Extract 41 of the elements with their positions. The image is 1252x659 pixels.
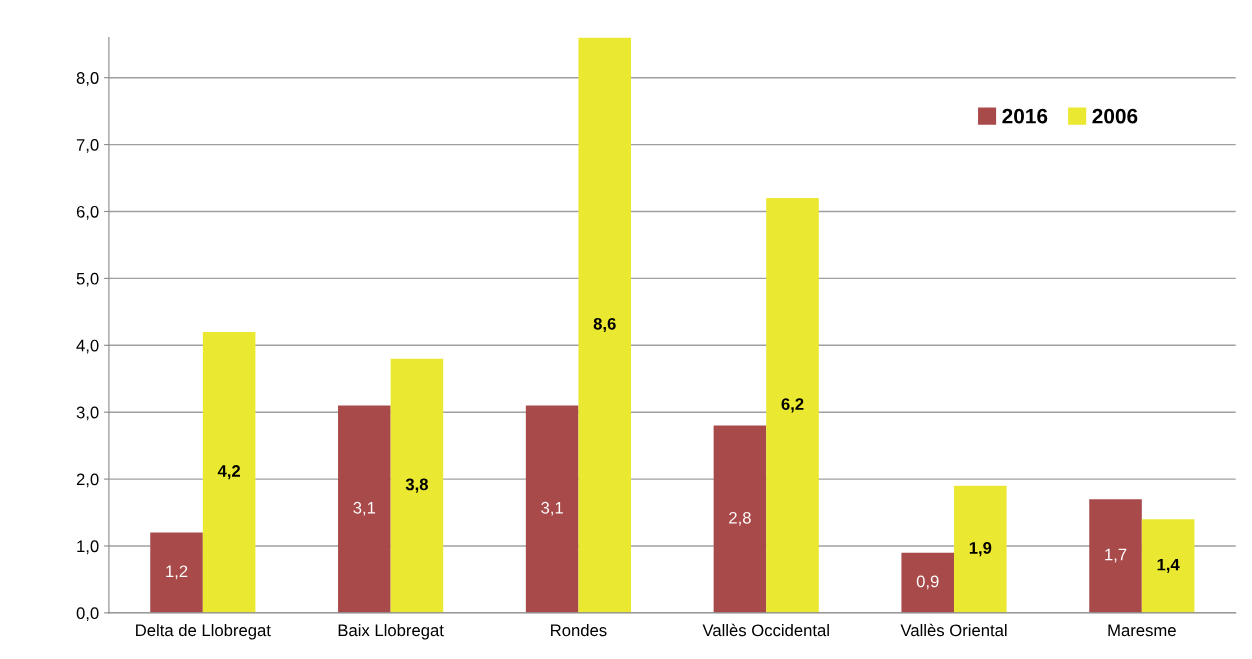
data-label: 3,1 <box>353 501 376 516</box>
data-label: 3,8 <box>405 478 428 493</box>
bar <box>338 405 391 613</box>
x-tick-label: Delta de Llobregat <box>136 623 271 640</box>
x-tick-label: Vallès Occidental <box>702 623 829 637</box>
legend-label: 2006 <box>1092 108 1138 124</box>
x-tick-label: Rondes <box>551 623 607 637</box>
bar <box>766 198 819 613</box>
bar <box>954 485 1007 613</box>
y-tick-label: 6,0 <box>76 205 99 220</box>
bar <box>202 331 256 613</box>
y-tick-label: 0,0 <box>76 607 99 622</box>
data-label: 4,2 <box>217 465 241 480</box>
data-label: 1,9 <box>969 541 992 557</box>
bar <box>713 425 767 613</box>
y-tick-label: 4,0 <box>76 339 99 354</box>
y-tick-label: 8,0 <box>76 72 99 86</box>
bar <box>1089 499 1142 613</box>
y-tick-label: 2,0 <box>76 473 99 488</box>
bar <box>578 37 632 613</box>
data-label: 6,2 <box>781 398 804 413</box>
y-tick-label: 1,0 <box>77 540 99 555</box>
x-tick-label: Baix Llobregat <box>338 623 444 640</box>
bar <box>1141 519 1195 613</box>
x-tick-label: Vallès Oriental <box>900 623 1007 637</box>
data-label: 1,7 <box>1105 548 1127 563</box>
y-tick-label: 3,0 <box>76 406 99 421</box>
bar <box>390 358 444 613</box>
data-label: 1,4 <box>1157 558 1180 573</box>
data-label: 3,1 <box>541 501 563 516</box>
y-tick-label: 5,0 <box>76 272 99 287</box>
legend-label: 2016 <box>1002 108 1048 124</box>
bar <box>901 552 955 613</box>
data-label: 8,6 <box>593 317 616 333</box>
data-label: 2,8 <box>729 511 751 526</box>
x-tick-label: Maresme <box>1108 624 1176 637</box>
y-tick-label: 7,0 <box>76 139 99 153</box>
bar <box>525 405 579 613</box>
bar <box>150 532 203 613</box>
data-label: 0,9 <box>916 575 939 590</box>
data-label: 1,2 <box>166 565 188 580</box>
